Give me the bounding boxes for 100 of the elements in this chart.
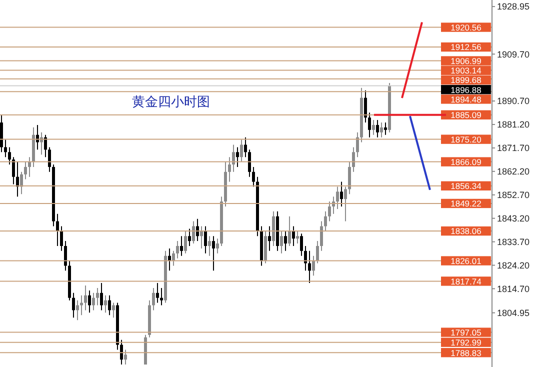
candlestick <box>4 139 7 158</box>
candlestick <box>196 218 199 242</box>
candlestick <box>340 181 343 207</box>
candlestick <box>344 186 347 222</box>
candlestick <box>80 294 83 316</box>
candlestick <box>336 186 339 210</box>
candlestick <box>156 282 159 304</box>
candlestick <box>244 136 247 158</box>
candlestick <box>320 220 323 252</box>
candlestick <box>212 236 215 272</box>
candlestick <box>152 287 155 311</box>
candlestick <box>108 294 111 316</box>
ref-line-label: 1885.09 <box>450 110 482 120</box>
y-tick-label: 1871.70 <box>497 143 530 154</box>
candlestick <box>292 226 295 246</box>
candlestick <box>364 90 367 123</box>
candlestick <box>192 220 195 244</box>
ref-line-label: 1912.56 <box>450 42 482 52</box>
candlestick <box>124 349 127 366</box>
candlestick <box>216 238 219 254</box>
candlestick <box>300 233 303 256</box>
y-tick-label: 1804.95 <box>497 308 530 318</box>
y-tick-label: 1824.20 <box>497 260 530 270</box>
candlestick <box>56 213 59 246</box>
candlestick <box>24 162 27 180</box>
candlestick <box>240 139 243 163</box>
y-tick-label: 1814.70 <box>497 284 530 294</box>
candlestick <box>208 236 211 256</box>
candlestick <box>120 339 123 366</box>
ref-line-label: 1788.83 <box>450 348 482 358</box>
candlestick <box>76 300 79 321</box>
candlestick <box>88 290 91 314</box>
candlestick <box>284 230 287 252</box>
candlestick <box>348 162 351 195</box>
candlestick <box>188 228 191 246</box>
candlestick <box>84 285 87 311</box>
ref-line-label: 1903.14 <box>450 66 482 76</box>
ref-line-label: 1920.56 <box>450 22 482 32</box>
ref-line-label: 1906.99 <box>450 56 482 66</box>
candlestick <box>232 144 235 172</box>
candlestick <box>176 240 179 259</box>
ref-line-label: 1826.01 <box>450 256 482 266</box>
candlestick <box>236 146 239 168</box>
y-tick-label: 1843.20 <box>497 214 530 224</box>
candlestick <box>380 122 383 138</box>
candlestick <box>72 292 75 318</box>
y-tick-label: 1852.70 <box>497 190 530 200</box>
text: 黄金四小时图 <box>132 94 210 111</box>
candlestick <box>280 230 283 254</box>
candlestick <box>64 240 67 272</box>
candlestick <box>200 226 203 249</box>
candlestick <box>92 292 95 311</box>
candlestick <box>376 120 379 138</box>
candlestick <box>252 166 255 188</box>
candlestick <box>228 156 231 182</box>
candlestick <box>8 146 11 165</box>
candlestick <box>312 255 315 276</box>
ref-line-label: 1856.34 <box>450 181 482 192</box>
candlestick <box>100 282 103 311</box>
ref-line-label: 1866.09 <box>450 156 482 167</box>
y-tick-label: 1928.95 <box>497 2 530 12</box>
candlestick <box>288 216 291 246</box>
candlestick <box>160 287 163 306</box>
y-tick-label: 1862.20 <box>497 166 530 177</box>
candlestick <box>316 240 319 264</box>
ref-line-label: 1894.48 <box>450 94 482 104</box>
ref-line-label: 1899.68 <box>450 75 482 86</box>
candlestick <box>204 226 207 254</box>
candlestick <box>28 156 31 178</box>
y-tick-label: 1833.70 <box>497 236 530 247</box>
candlestick <box>60 226 63 252</box>
candlestick <box>180 236 183 256</box>
ref-line-label: 1896.88 <box>450 84 482 95</box>
candlestick <box>384 122 387 136</box>
candlestick <box>304 245 307 272</box>
candlestick <box>96 287 99 306</box>
candlestick <box>352 146 355 172</box>
ref-line-label: 1817.74 <box>450 276 482 286</box>
candlestick <box>308 250 311 284</box>
candlestick <box>368 112 371 138</box>
candlestick <box>168 248 171 272</box>
y-tick-label: 1890.70 <box>497 96 530 106</box>
y-tick-label: 1881.20 <box>497 120 530 130</box>
ref-line-label: 1797.05 <box>450 328 482 338</box>
candlestick <box>112 302 115 318</box>
ref-line-label: 1875.20 <box>450 134 482 144</box>
candlestick <box>104 294 107 314</box>
y-tick-label: 1909.70 <box>497 49 530 60</box>
candlestick <box>328 201 331 222</box>
candlestick <box>12 156 15 185</box>
candlestick <box>296 230 299 244</box>
candlestick <box>172 250 175 266</box>
ref-line-label: 1838.06 <box>450 226 482 236</box>
candlestick <box>184 230 187 254</box>
candlestick <box>324 210 327 232</box>
candlestick <box>268 226 271 252</box>
candlestick <box>248 149 251 178</box>
candlestick <box>356 132 359 158</box>
candlestick <box>372 120 375 136</box>
ref-line-label: 1792.99 <box>450 338 482 348</box>
